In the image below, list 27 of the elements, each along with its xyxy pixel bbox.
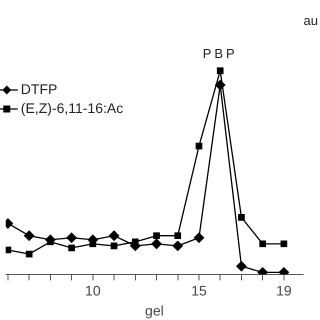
point — [6, 246, 12, 254]
legend-label: (E,Z)-6,11-16:Ac — [20, 100, 124, 116]
point — [108, 230, 120, 241]
point — [26, 250, 32, 258]
point — [236, 261, 247, 272]
x-tick-label: 10 — [85, 282, 101, 299]
point — [151, 238, 162, 249]
point — [90, 240, 96, 248]
point — [259, 240, 266, 248]
x-tick-label: 15 — [191, 282, 207, 299]
legend-label: DTFP — [20, 80, 58, 97]
point — [110, 242, 118, 250]
point — [196, 142, 202, 150]
x-axis-title: gel — [145, 302, 164, 318]
point — [174, 232, 182, 240]
point — [194, 232, 204, 243]
point — [153, 232, 160, 240]
point — [24, 230, 34, 241]
point — [172, 240, 183, 252]
annotation: PBP — [202, 46, 238, 61]
point — [66, 232, 77, 243]
point — [238, 214, 245, 221]
text: au — [304, 13, 318, 28]
point — [68, 244, 75, 252]
x-tick-label: 19 — [276, 282, 292, 299]
point — [280, 240, 288, 248]
point — [216, 67, 224, 74]
